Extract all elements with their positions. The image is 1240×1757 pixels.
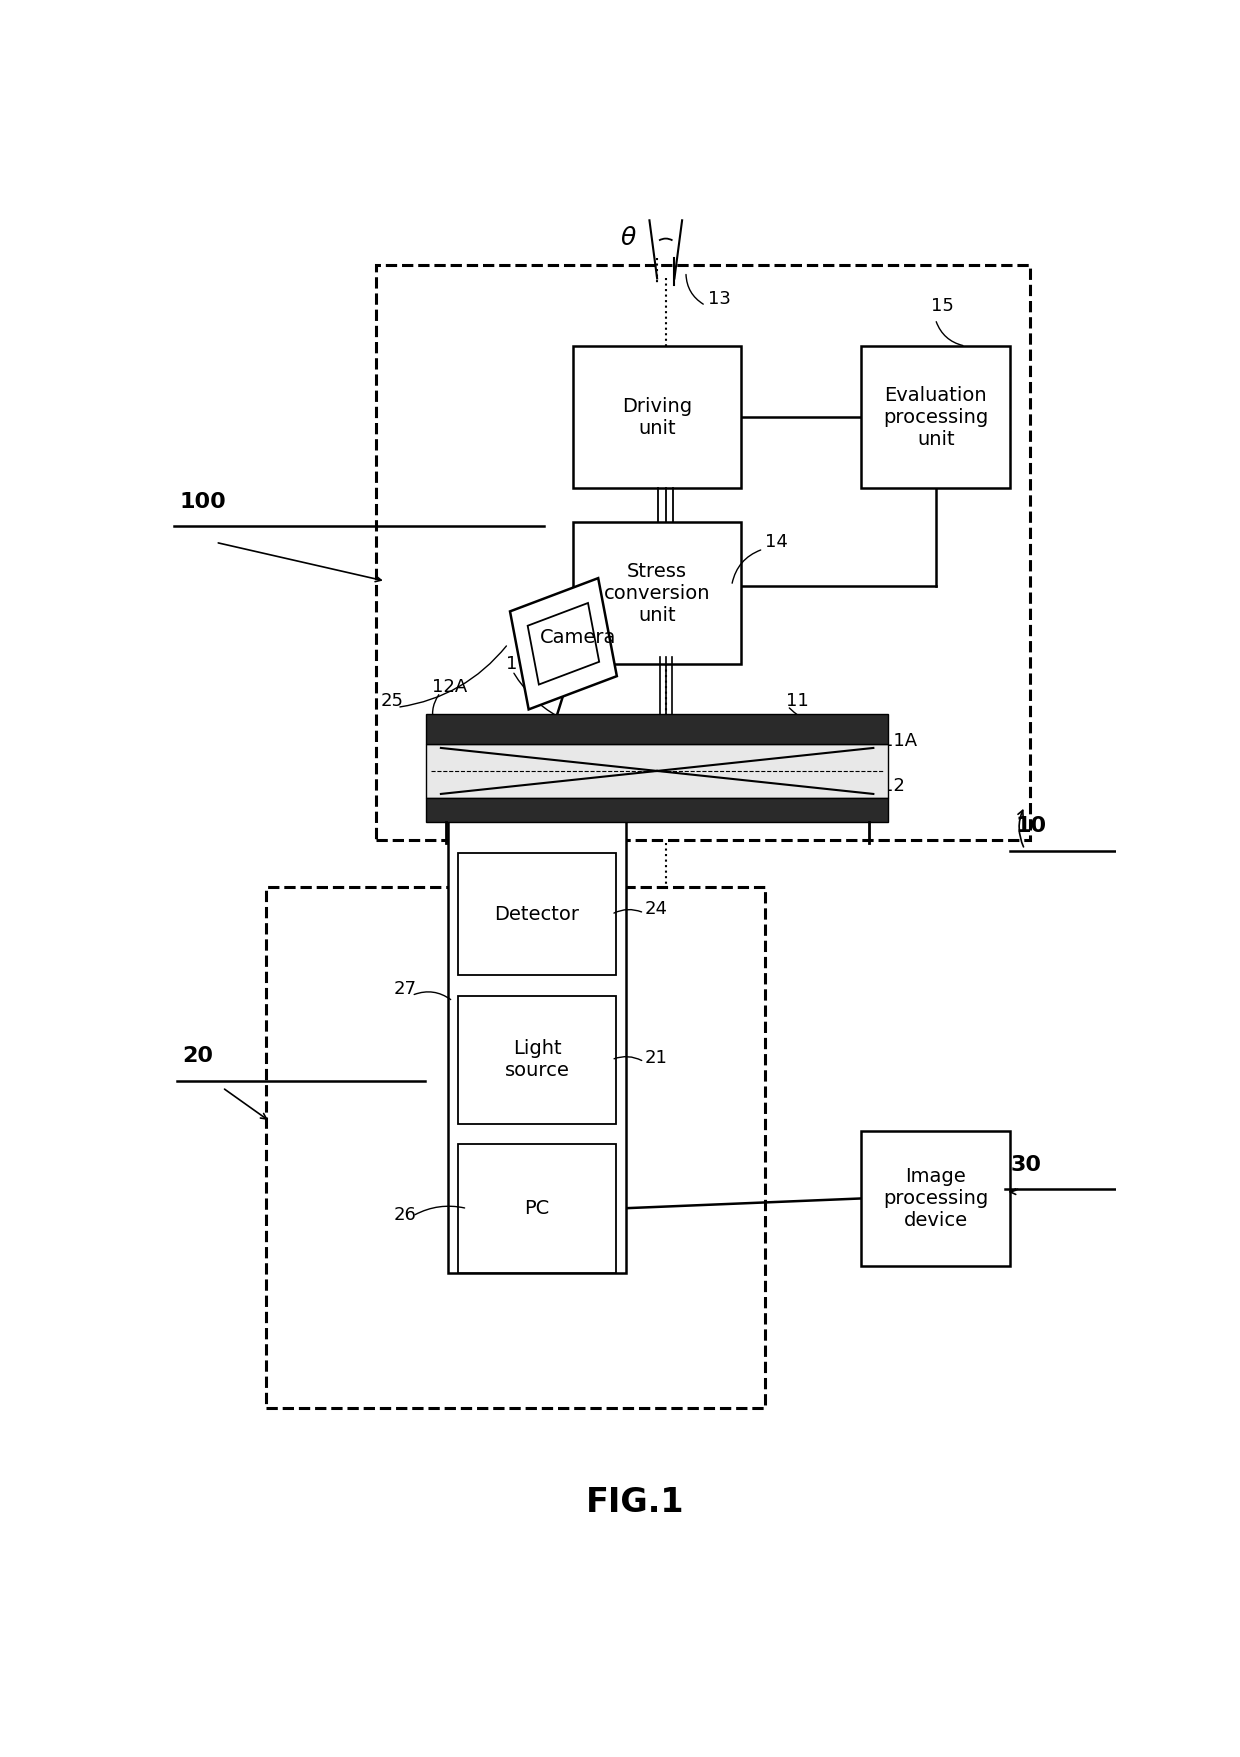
Text: 20: 20 [182, 1047, 213, 1066]
Text: 1: 1 [506, 655, 517, 673]
Text: Light
source: Light source [505, 1040, 569, 1081]
Bar [862, 346, 1011, 488]
Bar [448, 778, 626, 1272]
Bar [862, 1132, 1011, 1267]
Text: 1A: 1A [441, 773, 465, 791]
Text: 15: 15 [931, 297, 955, 315]
Text: 25: 25 [381, 692, 404, 710]
Text: PC: PC [525, 1198, 549, 1218]
Text: Driving
unit: Driving unit [622, 397, 692, 437]
Text: OCT: OCT [460, 792, 497, 810]
Text: 10: 10 [1016, 817, 1047, 836]
Text: 11: 11 [786, 692, 810, 710]
Bar [510, 578, 616, 710]
Text: 30: 30 [1011, 1154, 1042, 1175]
Bar [528, 603, 599, 685]
Text: $\theta$: $\theta$ [620, 227, 636, 249]
Bar [458, 1144, 616, 1272]
Text: 21: 21 [645, 1049, 668, 1066]
Text: FIG.1: FIG.1 [587, 1486, 684, 1520]
Text: 27: 27 [393, 980, 417, 998]
Bar [427, 713, 888, 743]
Text: Camera: Camera [539, 627, 616, 647]
Bar [265, 887, 765, 1407]
Text: 24: 24 [645, 900, 668, 917]
Bar [427, 798, 888, 822]
Bar [376, 265, 1029, 840]
Bar [458, 854, 616, 975]
Text: 14: 14 [765, 534, 789, 552]
Text: Detector: Detector [495, 905, 579, 924]
Text: 12A: 12A [432, 678, 467, 696]
Text: 12: 12 [883, 777, 905, 794]
Bar [458, 996, 616, 1124]
Text: Stress
conversion
unit: Stress conversion unit [604, 562, 711, 624]
Bar [573, 346, 742, 488]
Text: Image
processing
device: Image processing device [883, 1167, 988, 1230]
Text: 26: 26 [393, 1205, 417, 1223]
Bar [427, 743, 888, 798]
Text: Evaluation
processing
unit: Evaluation processing unit [883, 385, 988, 448]
Text: 13: 13 [708, 290, 730, 307]
Bar [573, 522, 742, 664]
Text: 11A: 11A [883, 733, 918, 750]
Text: 100: 100 [179, 492, 226, 511]
